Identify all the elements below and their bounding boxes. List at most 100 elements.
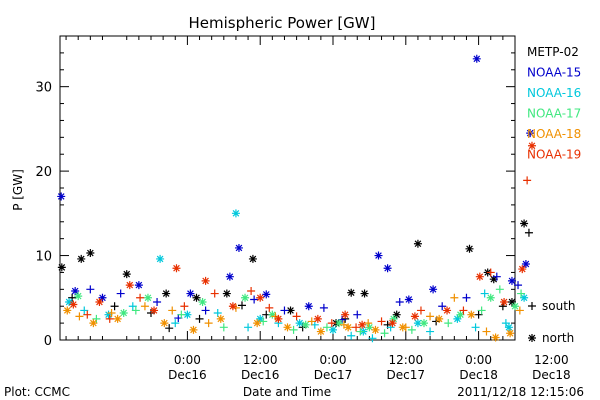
- south-marker: [416, 306, 425, 315]
- south-marker: [280, 306, 289, 315]
- footer-plot-credit: Plot: CCMC: [4, 385, 70, 399]
- series-noaa-18: [63, 293, 524, 342]
- x-tick-date-label: Dec17: [387, 368, 426, 382]
- north-marker: [520, 219, 529, 228]
- north-marker: [520, 293, 529, 302]
- south-marker: [523, 176, 532, 185]
- north-marker: [134, 281, 143, 290]
- north-marker: [63, 306, 72, 315]
- north-marker: [453, 314, 462, 323]
- y-axis-ticks: 0 10 20 30: [35, 81, 515, 349]
- south-marker: [80, 306, 89, 315]
- north-marker: [507, 298, 516, 306]
- north-marker: [360, 289, 369, 298]
- x-tick-time-label: 0:00: [465, 353, 492, 367]
- legend-entry: NOAA-19: [527, 148, 581, 162]
- south-marker: [319, 303, 328, 312]
- south-marker: [110, 302, 119, 311]
- south-marker: [171, 319, 180, 328]
- north-marker: [286, 306, 295, 315]
- north-marker: [262, 290, 271, 299]
- plot-frame: [59, 35, 516, 341]
- north-marker: [347, 288, 356, 297]
- south-marker: [116, 289, 125, 298]
- north-marker: [486, 293, 495, 302]
- north-marker: [389, 314, 398, 323]
- north-marker: [335, 319, 344, 328]
- south-marker: [307, 317, 316, 326]
- y-tick-label: 30: [35, 81, 52, 96]
- north-marker: [304, 302, 313, 311]
- south-marker: [492, 272, 501, 281]
- south-marker: [471, 323, 480, 332]
- south-marker: [83, 310, 92, 319]
- south-marker: [265, 303, 274, 312]
- south-marker: [292, 312, 301, 321]
- north-marker: [57, 263, 66, 272]
- north-marker: [506, 329, 515, 338]
- north-marker: [341, 310, 350, 319]
- south-marker: [368, 334, 377, 343]
- y-tick-label: 20: [35, 165, 52, 180]
- south-marker: [377, 317, 386, 326]
- south-marker: [407, 325, 416, 334]
- south-marker: [515, 306, 524, 315]
- north-marker: [256, 314, 265, 323]
- north-marker: [253, 319, 262, 328]
- series-noaa-15: [57, 54, 535, 324]
- north-marker: [143, 293, 152, 302]
- south-marker: [75, 312, 84, 321]
- footer-timestamp: 2011/12/18 12:15:06: [457, 385, 584, 399]
- south-marker: [426, 327, 435, 336]
- north-marker: [222, 289, 231, 298]
- south-marker: [364, 319, 373, 328]
- south-marker: [450, 293, 459, 302]
- south-marker: [462, 293, 471, 302]
- north-marker: [189, 325, 198, 334]
- north-marker: [98, 293, 107, 302]
- north-marker: [526, 129, 535, 138]
- south-marker: [168, 306, 177, 315]
- south-marker: [180, 302, 189, 311]
- x-tick-time-label: 12:00: [389, 353, 424, 367]
- south-marker: [352, 323, 361, 332]
- x-tick-date-label: Dec16: [168, 368, 207, 382]
- south-marker: [195, 314, 204, 323]
- x-axis-ticks: 0:00Dec1612:00Dec160:00Dec1712:00Dec170:…: [168, 36, 571, 382]
- south-marker: [501, 319, 510, 328]
- legend-entry: METP-02: [527, 45, 579, 59]
- north-marker: [456, 310, 465, 319]
- north-marker: [413, 319, 422, 328]
- north-marker: [443, 306, 452, 315]
- north-marker: [104, 310, 113, 319]
- south-marker: [210, 289, 219, 298]
- north-marker: [344, 323, 353, 332]
- south-marker: [107, 308, 116, 317]
- north-marker: [429, 285, 438, 294]
- south-marker: [259, 317, 268, 326]
- north-marker: [225, 272, 234, 281]
- south-marker: [347, 331, 356, 340]
- north-marker: [371, 325, 380, 334]
- marker-legend-label: south: [542, 299, 576, 313]
- south-marker: [213, 308, 222, 317]
- south-marker: [353, 310, 362, 319]
- north-marker: [358, 320, 367, 329]
- x-tick-time-label: 0:00: [174, 353, 201, 367]
- south-marker: [477, 306, 486, 315]
- north-marker: [74, 292, 83, 301]
- north-marker: [228, 302, 237, 311]
- x-tick-time-label: 0:00: [320, 353, 347, 367]
- south-marker: [322, 323, 331, 332]
- south-marker: [426, 312, 435, 321]
- north-marker: [365, 323, 374, 332]
- south-marker: [128, 302, 137, 311]
- south-marker: [480, 289, 489, 298]
- north-marker: [507, 276, 516, 285]
- north-marker: [404, 295, 413, 304]
- south-marker: [86, 285, 95, 294]
- north-marker: [295, 319, 304, 328]
- south-marker: [438, 302, 447, 311]
- y-tick-label: 0: [44, 334, 52, 349]
- south-marker: [395, 298, 404, 306]
